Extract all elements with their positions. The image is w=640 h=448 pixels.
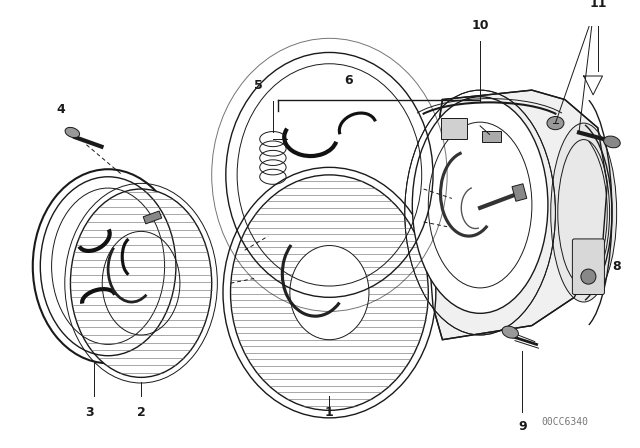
Ellipse shape bbox=[412, 97, 548, 313]
Ellipse shape bbox=[551, 123, 617, 302]
Ellipse shape bbox=[547, 116, 564, 129]
Text: 00CC6340: 00CC6340 bbox=[541, 417, 588, 426]
Ellipse shape bbox=[604, 136, 620, 148]
Text: 7: 7 bbox=[480, 115, 489, 128]
Text: 8: 8 bbox=[612, 260, 621, 273]
Text: 1: 1 bbox=[325, 405, 334, 418]
Bar bbox=[143, 211, 162, 224]
Text: 5: 5 bbox=[255, 79, 263, 92]
Ellipse shape bbox=[290, 246, 369, 340]
Bar bbox=[482, 131, 501, 142]
Text: 11: 11 bbox=[589, 0, 607, 10]
Ellipse shape bbox=[65, 127, 79, 138]
Text: 9: 9 bbox=[518, 420, 527, 433]
Text: 4: 4 bbox=[57, 103, 65, 116]
Ellipse shape bbox=[502, 326, 518, 338]
Text: 2: 2 bbox=[137, 405, 145, 418]
Text: 3: 3 bbox=[85, 405, 93, 418]
Ellipse shape bbox=[230, 175, 428, 410]
Ellipse shape bbox=[33, 169, 184, 363]
FancyBboxPatch shape bbox=[572, 239, 604, 294]
Bar bbox=[440, 118, 467, 139]
Ellipse shape bbox=[223, 168, 436, 418]
Text: 10: 10 bbox=[471, 19, 489, 32]
Ellipse shape bbox=[70, 189, 212, 377]
Ellipse shape bbox=[581, 269, 596, 284]
Polygon shape bbox=[428, 90, 607, 340]
Bar bbox=[512, 184, 527, 201]
Text: 6: 6 bbox=[344, 74, 353, 87]
